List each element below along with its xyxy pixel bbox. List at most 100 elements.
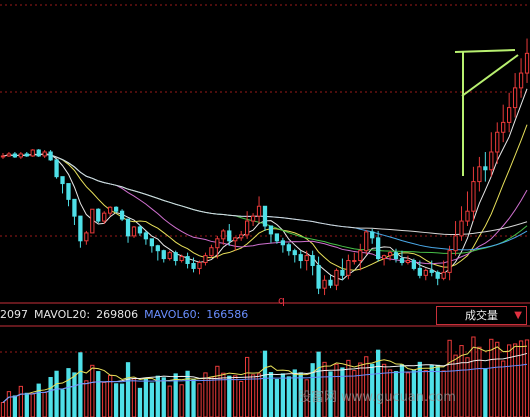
candle-body bbox=[423, 269, 428, 276]
candle-body bbox=[268, 225, 274, 235]
candle-body bbox=[102, 212, 107, 222]
volume-bar bbox=[471, 336, 476, 417]
candle-body bbox=[358, 250, 363, 262]
volume-ma-lines bbox=[2, 345, 528, 403]
volume-bar bbox=[36, 383, 41, 417]
volume-bar bbox=[495, 341, 500, 417]
candle-body bbox=[405, 260, 411, 264]
candle-body bbox=[364, 231, 369, 252]
volume-bar bbox=[113, 383, 119, 417]
volume-bar bbox=[84, 380, 89, 417]
candle-body bbox=[417, 267, 422, 276]
volume-bar bbox=[96, 371, 101, 417]
candle-body bbox=[90, 208, 95, 234]
candle-body bbox=[0, 155, 6, 158]
volume-bar bbox=[512, 343, 518, 417]
volume-bar bbox=[262, 350, 268, 417]
indicator-bar: 2097 MAVOL20: 269806 MAVOL60: 166586 bbox=[0, 304, 430, 326]
volume-bar bbox=[417, 361, 422, 417]
candle-body bbox=[197, 262, 202, 269]
candle-body bbox=[399, 258, 405, 264]
candle-body bbox=[316, 264, 321, 289]
candle-body bbox=[441, 271, 446, 279]
candle-body bbox=[262, 205, 268, 227]
volume-bar bbox=[143, 378, 149, 417]
volume-bar bbox=[393, 371, 399, 417]
volume-bar bbox=[191, 378, 196, 417]
volume-bar bbox=[256, 373, 262, 417]
vol-value: 2097 bbox=[0, 308, 28, 321]
candle-body bbox=[185, 256, 190, 264]
resistance-line bbox=[454, 49, 516, 53]
volume-bar bbox=[381, 363, 387, 417]
volume-bar bbox=[227, 375, 232, 417]
candle-body bbox=[298, 254, 303, 262]
candle-body bbox=[233, 237, 238, 242]
chevron-down-icon: ▼ bbox=[514, 310, 522, 321]
volume-bar bbox=[155, 375, 160, 417]
candle-body bbox=[518, 72, 524, 89]
volume-bar bbox=[125, 362, 131, 417]
volume-bar bbox=[358, 362, 363, 417]
candle-body bbox=[429, 269, 434, 273]
candle-body bbox=[12, 153, 18, 158]
candle-body bbox=[459, 220, 464, 237]
candle-body bbox=[250, 215, 256, 222]
candle-body bbox=[501, 121, 506, 133]
candle-body bbox=[72, 198, 77, 217]
volume-bar bbox=[209, 376, 214, 417]
volume-bar bbox=[501, 360, 506, 417]
volume-bar bbox=[268, 372, 274, 417]
volume-bar bbox=[477, 346, 482, 417]
candle-body bbox=[435, 271, 440, 279]
volume-bar bbox=[328, 371, 333, 417]
volume-bar bbox=[24, 392, 29, 417]
candle-body bbox=[381, 255, 387, 260]
candle-body bbox=[221, 230, 226, 240]
volume-bar bbox=[6, 391, 12, 417]
volume-ma5-line bbox=[2, 345, 528, 403]
candle-body bbox=[340, 269, 345, 276]
volume-bar bbox=[119, 383, 125, 417]
volume-bar bbox=[250, 374, 256, 417]
candle-body bbox=[346, 260, 351, 276]
volume-bar bbox=[352, 370, 357, 417]
candle-body bbox=[209, 247, 214, 257]
volume-bar bbox=[286, 376, 291, 417]
candle-body bbox=[465, 210, 470, 222]
candle-body bbox=[203, 255, 208, 264]
volume-bar bbox=[90, 364, 95, 417]
candle-body bbox=[78, 215, 83, 242]
volume-bar bbox=[370, 363, 375, 417]
candle-body bbox=[6, 153, 12, 157]
candle-body bbox=[108, 206, 113, 214]
volume-indicator-button[interactable]: 成交量 ▼ bbox=[436, 306, 527, 325]
mavol60-value: 166586 bbox=[206, 308, 249, 321]
volume-bar bbox=[447, 339, 452, 417]
volume-bar bbox=[102, 381, 107, 417]
candle-body bbox=[447, 250, 452, 273]
ma10-line bbox=[2, 124, 528, 271]
volume-bar bbox=[274, 378, 280, 417]
candle-body bbox=[84, 232, 89, 242]
candle-body bbox=[256, 205, 262, 217]
candle-body bbox=[411, 260, 417, 269]
candle-body bbox=[179, 256, 184, 262]
candle-body bbox=[507, 107, 512, 123]
candle-body bbox=[322, 279, 327, 289]
candle-body bbox=[149, 238, 154, 247]
candle-body bbox=[292, 250, 297, 256]
volume-bar bbox=[60, 389, 65, 417]
volume-bar bbox=[78, 352, 83, 417]
volume-bar bbox=[316, 351, 321, 417]
candle-body bbox=[328, 279, 333, 286]
candle-body bbox=[477, 166, 482, 183]
volume-bar bbox=[173, 373, 178, 417]
volume-bar bbox=[239, 380, 244, 417]
candle-body bbox=[66, 183, 71, 200]
volume-panel bbox=[0, 336, 530, 417]
candle-body bbox=[215, 238, 220, 249]
volume-bar bbox=[0, 402, 6, 417]
volume-bar bbox=[131, 378, 137, 417]
